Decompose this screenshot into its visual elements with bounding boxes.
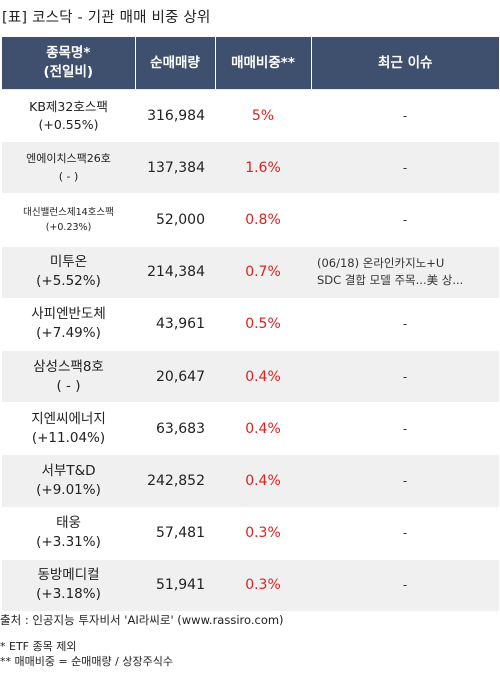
recent-issue: - (311, 193, 499, 247)
header-volume: 순매매량 (135, 37, 216, 90)
stock-name-cell: 지엔씨에너지 (+11.04%) (2, 402, 135, 456)
recent-issue: - (311, 506, 499, 560)
header-name-line1: 종목명* (46, 45, 91, 61)
trade-ratio: 0.8% (215, 193, 311, 247)
net-volume: 51,941 (135, 558, 215, 612)
stock-name: 사피엔반도체 (31, 306, 106, 323)
stock-name-cell: 사피엔반도체 (+7.49%) (2, 297, 135, 351)
stock-name-cell: 엔에이치스팩26호 ( - ) (2, 141, 135, 195)
net-volume: 43,961 (135, 297, 215, 351)
table-row: 삼성스팩8호 ( - ) 20,647 0.4% - (2, 349, 499, 404)
recent-issue: - (311, 141, 499, 195)
trade-ratio: 0.4% (215, 349, 311, 404)
table-header-row: 종목명* (전일비) 순매매량 매매비중** 최근 이슈 (2, 37, 499, 90)
stock-change: (+11.04%) (31, 429, 106, 446)
footnote-ratio: ** 매매비중 = 순매매량 / 상장주식수 (0, 655, 173, 668)
stock-name-cell: 미투온 (+5.52%) (2, 245, 135, 299)
net-volume: 63,683 (135, 402, 215, 456)
table-row: 엔에이치스팩26호 ( - ) 137,384 1.6% - (2, 141, 499, 195)
stock-name-cell: 서부T&D (+9.01%) (2, 454, 135, 508)
table-row: 동방메디컬 (+3.18%) 51,941 0.3% - (2, 558, 499, 612)
stock-change: ( - ) (58, 169, 79, 183)
stock-name-cell: 동방메디컬 (+3.18%) (2, 558, 135, 612)
footnote-etf: * ETF 종목 제외 (0, 640, 77, 653)
stock-name: 삼성스팩8호 (33, 358, 104, 375)
net-volume: 52,000 (135, 193, 215, 247)
recent-issue-line2: SDC 결합 모델 주목...美 상... (317, 273, 464, 288)
net-volume: 242,852 (135, 454, 215, 508)
stock-name-cell: KB제32호스팩 (+0.55%) (2, 88, 135, 143)
stock-name: 태웅 (56, 515, 81, 532)
net-volume: 214,384 (135, 245, 215, 299)
table-row: 서부T&D (+9.01%) 242,852 0.4% - (2, 454, 499, 508)
header-name-line2: (전일비) (43, 64, 94, 80)
trade-ratio: 0.7% (215, 245, 311, 299)
trade-ratio: 0.5% (215, 297, 311, 351)
header-ratio: 매매비중** (215, 37, 312, 90)
recent-issue-line1: (06/18) 온라인카지노+U (317, 256, 445, 271)
trade-ratio: 0.3% (215, 558, 311, 612)
header-issue: 최근 이슈 (311, 37, 499, 90)
net-volume: 316,984 (135, 88, 215, 143)
stock-name: 엔에이치스팩26호 (26, 151, 111, 165)
stock-change: (+0.55%) (38, 116, 99, 132)
trade-ratio: 0.4% (215, 454, 311, 508)
table-row: 대신밸런스제14호스팩 (+0.23%) 52,000 0.8% - (2, 193, 499, 247)
recent-issue: - (311, 349, 499, 404)
stock-name: 미투온 (49, 254, 88, 271)
header-name: 종목명* (전일비) (2, 37, 136, 90)
stock-change: (+3.31%) (36, 534, 101, 551)
recent-issue-link[interactable]: (06/18) 온라인카지노+U SDC 결합 모델 주목...美 상... (311, 245, 499, 299)
trade-ratio: 0.3% (215, 506, 311, 560)
source-note: 출처 : 인공지능 투자비서 'AI라씨로' (www.rassiro.com) (0, 613, 284, 627)
stock-change: (+3.18%) (36, 586, 101, 603)
stock-change: ( - ) (56, 377, 81, 394)
stock-name: KB제32호스팩 (29, 98, 108, 114)
recent-issue: - (311, 454, 499, 508)
stock-change: (+7.49%) (36, 325, 101, 342)
table-row: 태웅 (+3.31%) 57,481 0.3% - (2, 506, 499, 560)
net-volume: 137,384 (135, 141, 215, 195)
stock-change: (+5.52%) (36, 273, 101, 290)
table-row: 미투온 (+5.52%) 214,384 0.7% (06/18) 온라인카지노… (2, 245, 499, 299)
stock-change: (+0.23%) (45, 221, 92, 233)
trade-ratio: 1.6% (215, 141, 311, 195)
recent-issue: - (311, 88, 499, 143)
stock-name-cell: 태웅 (+3.31%) (2, 506, 135, 560)
table-row: 지엔씨에너지 (+11.04%) 63,683 0.4% - (2, 402, 499, 456)
stock-change: (+9.01%) (36, 481, 101, 498)
net-volume: 57,481 (135, 506, 215, 560)
table-row: KB제32호스팩 (+0.55%) 316,984 5% - (2, 88, 499, 143)
stock-name: 지엔씨에너지 (31, 410, 106, 427)
recent-issue: - (311, 402, 499, 456)
recent-issue: - (311, 297, 499, 351)
trade-ratio: 0.4% (215, 402, 311, 456)
trade-ratio: 5% (215, 88, 311, 143)
stock-name: 서부T&D (41, 462, 96, 479)
stock-name: 동방메디컬 (37, 567, 100, 584)
stock-name-cell: 대신밸런스제14호스팩 (+0.23%) (2, 193, 135, 247)
stock-name: 대신밸런스제14호스팩 (23, 206, 114, 218)
page-title: [표] 코스닥 - 기관 매매 비중 상위 (2, 10, 211, 26)
stock-name-cell: 삼성스팩8호 ( - ) (2, 349, 135, 404)
net-volume: 20,647 (135, 349, 215, 404)
table-row: 사피엔반도체 (+7.49%) 43,961 0.5% - (2, 297, 499, 351)
ranking-table: 종목명* (전일비) 순매매량 매매비중** 최근 이슈 KB제32호스팩 (+… (2, 37, 499, 612)
recent-issue: - (311, 558, 499, 612)
